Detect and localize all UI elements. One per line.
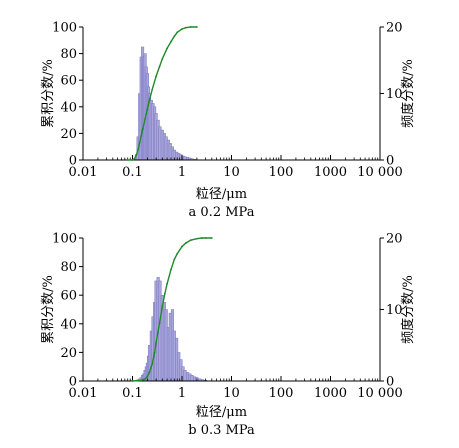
y-left-tick-label: 80 [60, 260, 77, 275]
cumulative-point [131, 380, 134, 382]
cumulative-point [181, 245, 183, 248]
y-left-tick-label: 40 [60, 100, 77, 115]
x-tick-label: 100 [269, 386, 294, 401]
y-right-axis-label: 频度分数/% [400, 275, 416, 344]
cumulative-point [138, 141, 141, 144]
cumulative-point [151, 88, 154, 91]
cumulative-point [148, 99, 151, 102]
x-tick-label: 0.01 [69, 165, 98, 180]
cumulative-point [126, 159, 129, 161]
y-left-tick-label: 20 [60, 127, 77, 142]
cumulative-point [189, 239, 192, 242]
y-left-tick-label: 60 [60, 289, 77, 304]
cumulative-point [146, 108, 149, 111]
cumulative-point [140, 135, 143, 137]
x-tick-label: 10 000 [357, 165, 403, 180]
cumulative-point [158, 322, 161, 325]
cumulative-point [185, 26, 187, 29]
cumulative-point [176, 31, 179, 34]
y-left-tick-label: 100 [52, 21, 77, 36]
cumulative-point [135, 153, 138, 156]
cumulative-point [185, 242, 187, 244]
cumulative-point [176, 252, 179, 255]
y-left-tick-label: 0 [69, 375, 77, 390]
histogram-bar [190, 375, 194, 382]
y-left-tick-label: 20 [60, 346, 77, 361]
cumulative-point [173, 258, 176, 261]
cumulative-point [161, 305, 164, 308]
x-tick-label: 1 [178, 165, 186, 180]
x-axis-label: 粒径/μm [196, 405, 247, 420]
panel-caption: a 0.2 MPa [189, 205, 255, 220]
cumulative-point [151, 362, 154, 365]
x-tick-label: 10 000 [357, 386, 403, 401]
cumulative-point [204, 237, 207, 239]
y-left-tick-label: 80 [60, 47, 77, 62]
cumulative-point [200, 237, 203, 239]
y-right-axis-label: 频度分数/% [400, 59, 416, 128]
cumulative-point [196, 237, 198, 240]
cumulative-point [158, 66, 161, 68]
y-left-tick-label: 40 [60, 317, 77, 332]
cumulative-point [155, 75, 158, 78]
x-tick-label: 1000 [314, 386, 347, 401]
cumulative-point [141, 128, 144, 131]
cumulative-point [181, 28, 183, 30]
panel-b: 0.01 0.1 1 10 100 1000 10 00002040608010001020… [41, 232, 416, 439]
cumulative-point [144, 377, 147, 380]
cumulative-point [146, 375, 149, 378]
cumulative-point [170, 268, 172, 271]
x-tick-label: 0.01 [69, 386, 98, 401]
cumulative-point [166, 47, 169, 50]
cumulative-point [189, 26, 192, 28]
cumulative-point [170, 40, 172, 43]
cumulative-point [133, 157, 136, 160]
x-tick-label: 10 [223, 165, 240, 180]
y-right-tick-label: 10 [386, 303, 403, 318]
cumulative-point [210, 237, 213, 239]
cumulative-point [140, 379, 143, 382]
y-right-tick-label: 20 [386, 232, 403, 247]
cumulative-point [153, 351, 156, 354]
cumulative-point [173, 35, 176, 38]
y-right-tick-label: 0 [386, 154, 394, 169]
y-left-tick-label: 100 [52, 232, 77, 247]
cumulative-point [163, 292, 166, 295]
histogram-bar [183, 370, 187, 382]
cumulative-point [137, 148, 140, 151]
y-left-tick-label: 60 [60, 74, 77, 89]
cumulative-point [196, 26, 198, 28]
cumulative-point [131, 159, 134, 161]
x-tick-label: 10 [223, 386, 240, 401]
y-right-tick-label: 20 [386, 21, 403, 36]
x-tick-label: 0.1 [122, 386, 143, 401]
y-left-tick-label: 0 [69, 154, 77, 169]
x-tick-label: 100 [269, 165, 294, 180]
x-tick-label: 1 [178, 386, 186, 401]
cumulative-point [148, 371, 151, 374]
cumulative-line [132, 237, 212, 382]
cumulative-point [155, 341, 158, 344]
cumulative-point [161, 58, 164, 60]
y-right-tick-label: 0 [386, 375, 394, 390]
panel-a: 0.01 0.1 1 10 100 1000 10 00002040608010001020… [41, 21, 416, 221]
y-left-axis-label: 累积分数/% [41, 59, 56, 128]
y-right-tick-label: 10 [386, 87, 403, 102]
x-axis-label: 粒径/μm [196, 187, 247, 202]
cumulative-point [144, 117, 147, 120]
x-tick-label: 0.1 [122, 165, 143, 180]
panel-caption: b 0.3 MPa [188, 423, 255, 438]
cumulative-point [166, 282, 169, 285]
x-tick-label: 1000 [314, 165, 347, 180]
y-left-axis-label: 累积分数/% [41, 275, 56, 344]
